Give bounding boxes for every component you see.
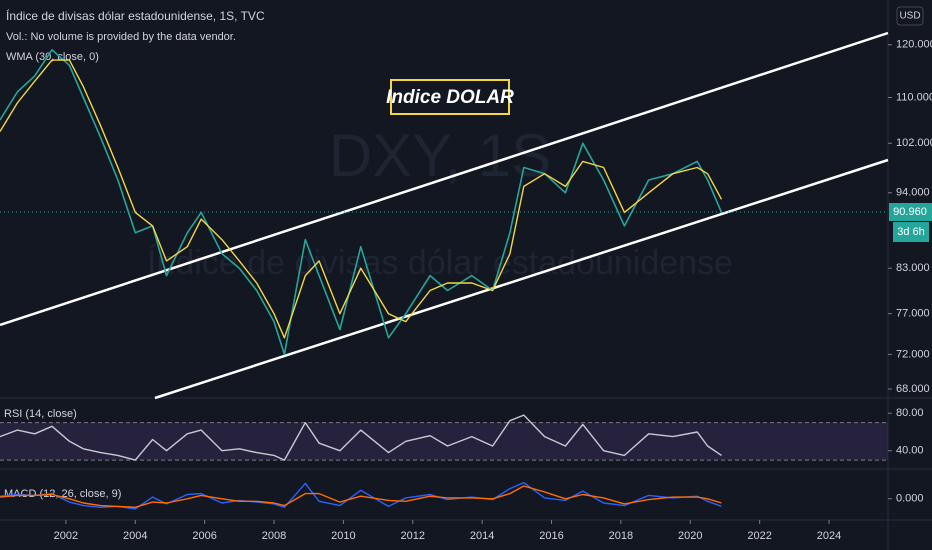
last-price: 90.960 (893, 206, 927, 218)
x-tick-label: 2012 (401, 530, 425, 542)
y-tick-label: 120.000 (896, 39, 932, 51)
x-tick-label: 2024 (817, 530, 841, 542)
series-line (0, 481, 722, 510)
subtitle: Vol.: No volume is provided by the data … (6, 31, 236, 43)
y-tick-label: 0.000 (896, 493, 924, 505)
y-tick-label: 83.000 (896, 262, 930, 274)
y-tick-label: 94.000 (896, 187, 930, 199)
countdown: 3d 6h (897, 226, 925, 238)
series-line (0, 59, 723, 339)
countdown-box (893, 222, 929, 242)
x-tick-label: 2022 (747, 530, 771, 542)
x-tick-label: 2020 (678, 530, 702, 542)
x-tick-label: 2004 (123, 530, 147, 542)
y-tick-label: 72.000 (896, 348, 930, 360)
y-tick-label: 77.000 (896, 308, 930, 320)
title: Índice de divisas dólar estadounidense, … (6, 8, 265, 23)
indicator-label: MACD (12, 26, close, 9) (4, 488, 121, 500)
y-tick-label: 80.00 (896, 407, 924, 419)
rsi-band (0, 422, 888, 461)
x-tick-label: 2014 (470, 530, 494, 542)
series-line (0, 414, 722, 461)
y-tick-label: 102.000 (896, 137, 932, 149)
x-tick-label: 2008 (262, 530, 286, 542)
watermark: Índice de divisas dólar estadounidense (147, 244, 733, 282)
x-tick-label: 2018 (609, 530, 633, 542)
indicator-label: RSI (14, close) (4, 408, 77, 420)
x-tick-label: 2010 (331, 530, 355, 542)
annotation: Indice DOLAR (386, 87, 514, 108)
currency-box[interactable] (896, 6, 924, 26)
x-tick-label: 2002 (54, 530, 78, 542)
channel-line (154, 158, 889, 400)
x-tick-label: 2016 (539, 530, 563, 542)
y-tick-label: 68.000 (896, 383, 930, 395)
series-line (0, 485, 722, 508)
y-tick-label: 110.000 (896, 91, 932, 103)
currency[interactable]: USD (899, 11, 920, 22)
indicator-label: WMA (30, close, 0) (6, 51, 99, 63)
annotation-box (390, 79, 510, 115)
channel-line (0, 31, 889, 327)
x-tick-label: 2006 (192, 530, 216, 542)
series-line (0, 49, 723, 356)
y-tick-label: 40.00 (896, 445, 924, 457)
last-price-box (889, 203, 932, 221)
